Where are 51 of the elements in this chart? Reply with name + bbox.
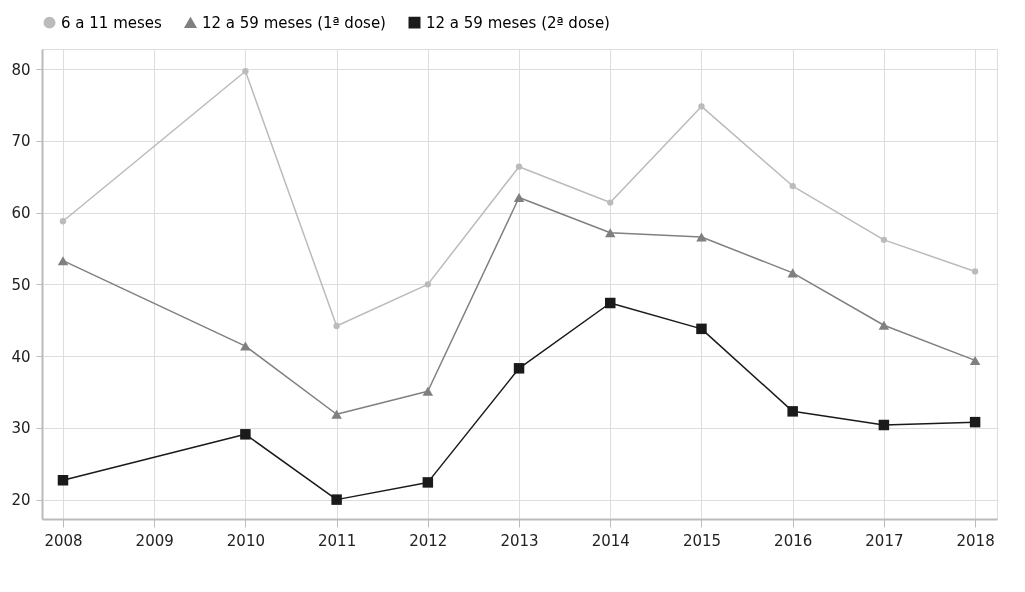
point <box>59 218 67 225</box>
point <box>696 323 707 335</box>
y-tick-label: 30 <box>11 419 31 438</box>
x-tick-label: 2015 <box>682 531 722 550</box>
point <box>57 475 69 486</box>
point <box>878 419 890 431</box>
point <box>513 192 525 203</box>
x-tick-label: 2011 <box>318 531 357 550</box>
x-tick-label: 2009 <box>135 531 174 550</box>
x-tick-label: 2008 <box>44 531 83 550</box>
point <box>969 416 981 428</box>
y-tick-label: 40 <box>11 347 31 366</box>
point <box>789 182 796 190</box>
point <box>787 268 798 278</box>
x-tick-label: 2013 <box>500 531 539 550</box>
legend-label: 6 a 11 meses <box>61 13 163 32</box>
point <box>240 341 251 351</box>
point <box>880 236 888 244</box>
point <box>698 103 705 110</box>
y-tick-label: 50 <box>11 275 31 294</box>
point <box>971 268 979 275</box>
point <box>605 297 616 309</box>
point <box>787 406 798 417</box>
point <box>333 322 340 330</box>
point <box>696 232 707 242</box>
y-tick-label: 70 <box>11 132 31 151</box>
point <box>57 256 69 266</box>
x-tick-label: 2010 <box>226 531 265 550</box>
x-tick-label: 2016 <box>774 531 813 550</box>
point <box>424 281 431 288</box>
x-tick-label: 2018 <box>956 531 995 550</box>
point <box>240 429 251 440</box>
point <box>515 163 523 170</box>
y-tick-label: 80 <box>11 60 31 79</box>
y-tick-label: 60 <box>11 204 31 223</box>
y-tick-label: 20 <box>11 491 31 510</box>
point <box>422 386 434 396</box>
legend-label: 12 a 59 meses (1ª dose) <box>202 13 386 32</box>
point <box>331 494 342 505</box>
legend-label: 12 a 59 meses (2ª dose) <box>426 13 610 32</box>
point <box>605 228 616 238</box>
point <box>607 199 614 206</box>
point <box>242 68 249 75</box>
point <box>331 409 342 419</box>
point <box>878 320 890 330</box>
x-tick-label: 2012 <box>409 531 448 550</box>
x-tick-label: 2014 <box>591 531 630 550</box>
x-tick-label: 2017 <box>865 531 904 550</box>
point <box>969 355 981 365</box>
point <box>513 363 525 374</box>
point <box>422 477 434 488</box>
